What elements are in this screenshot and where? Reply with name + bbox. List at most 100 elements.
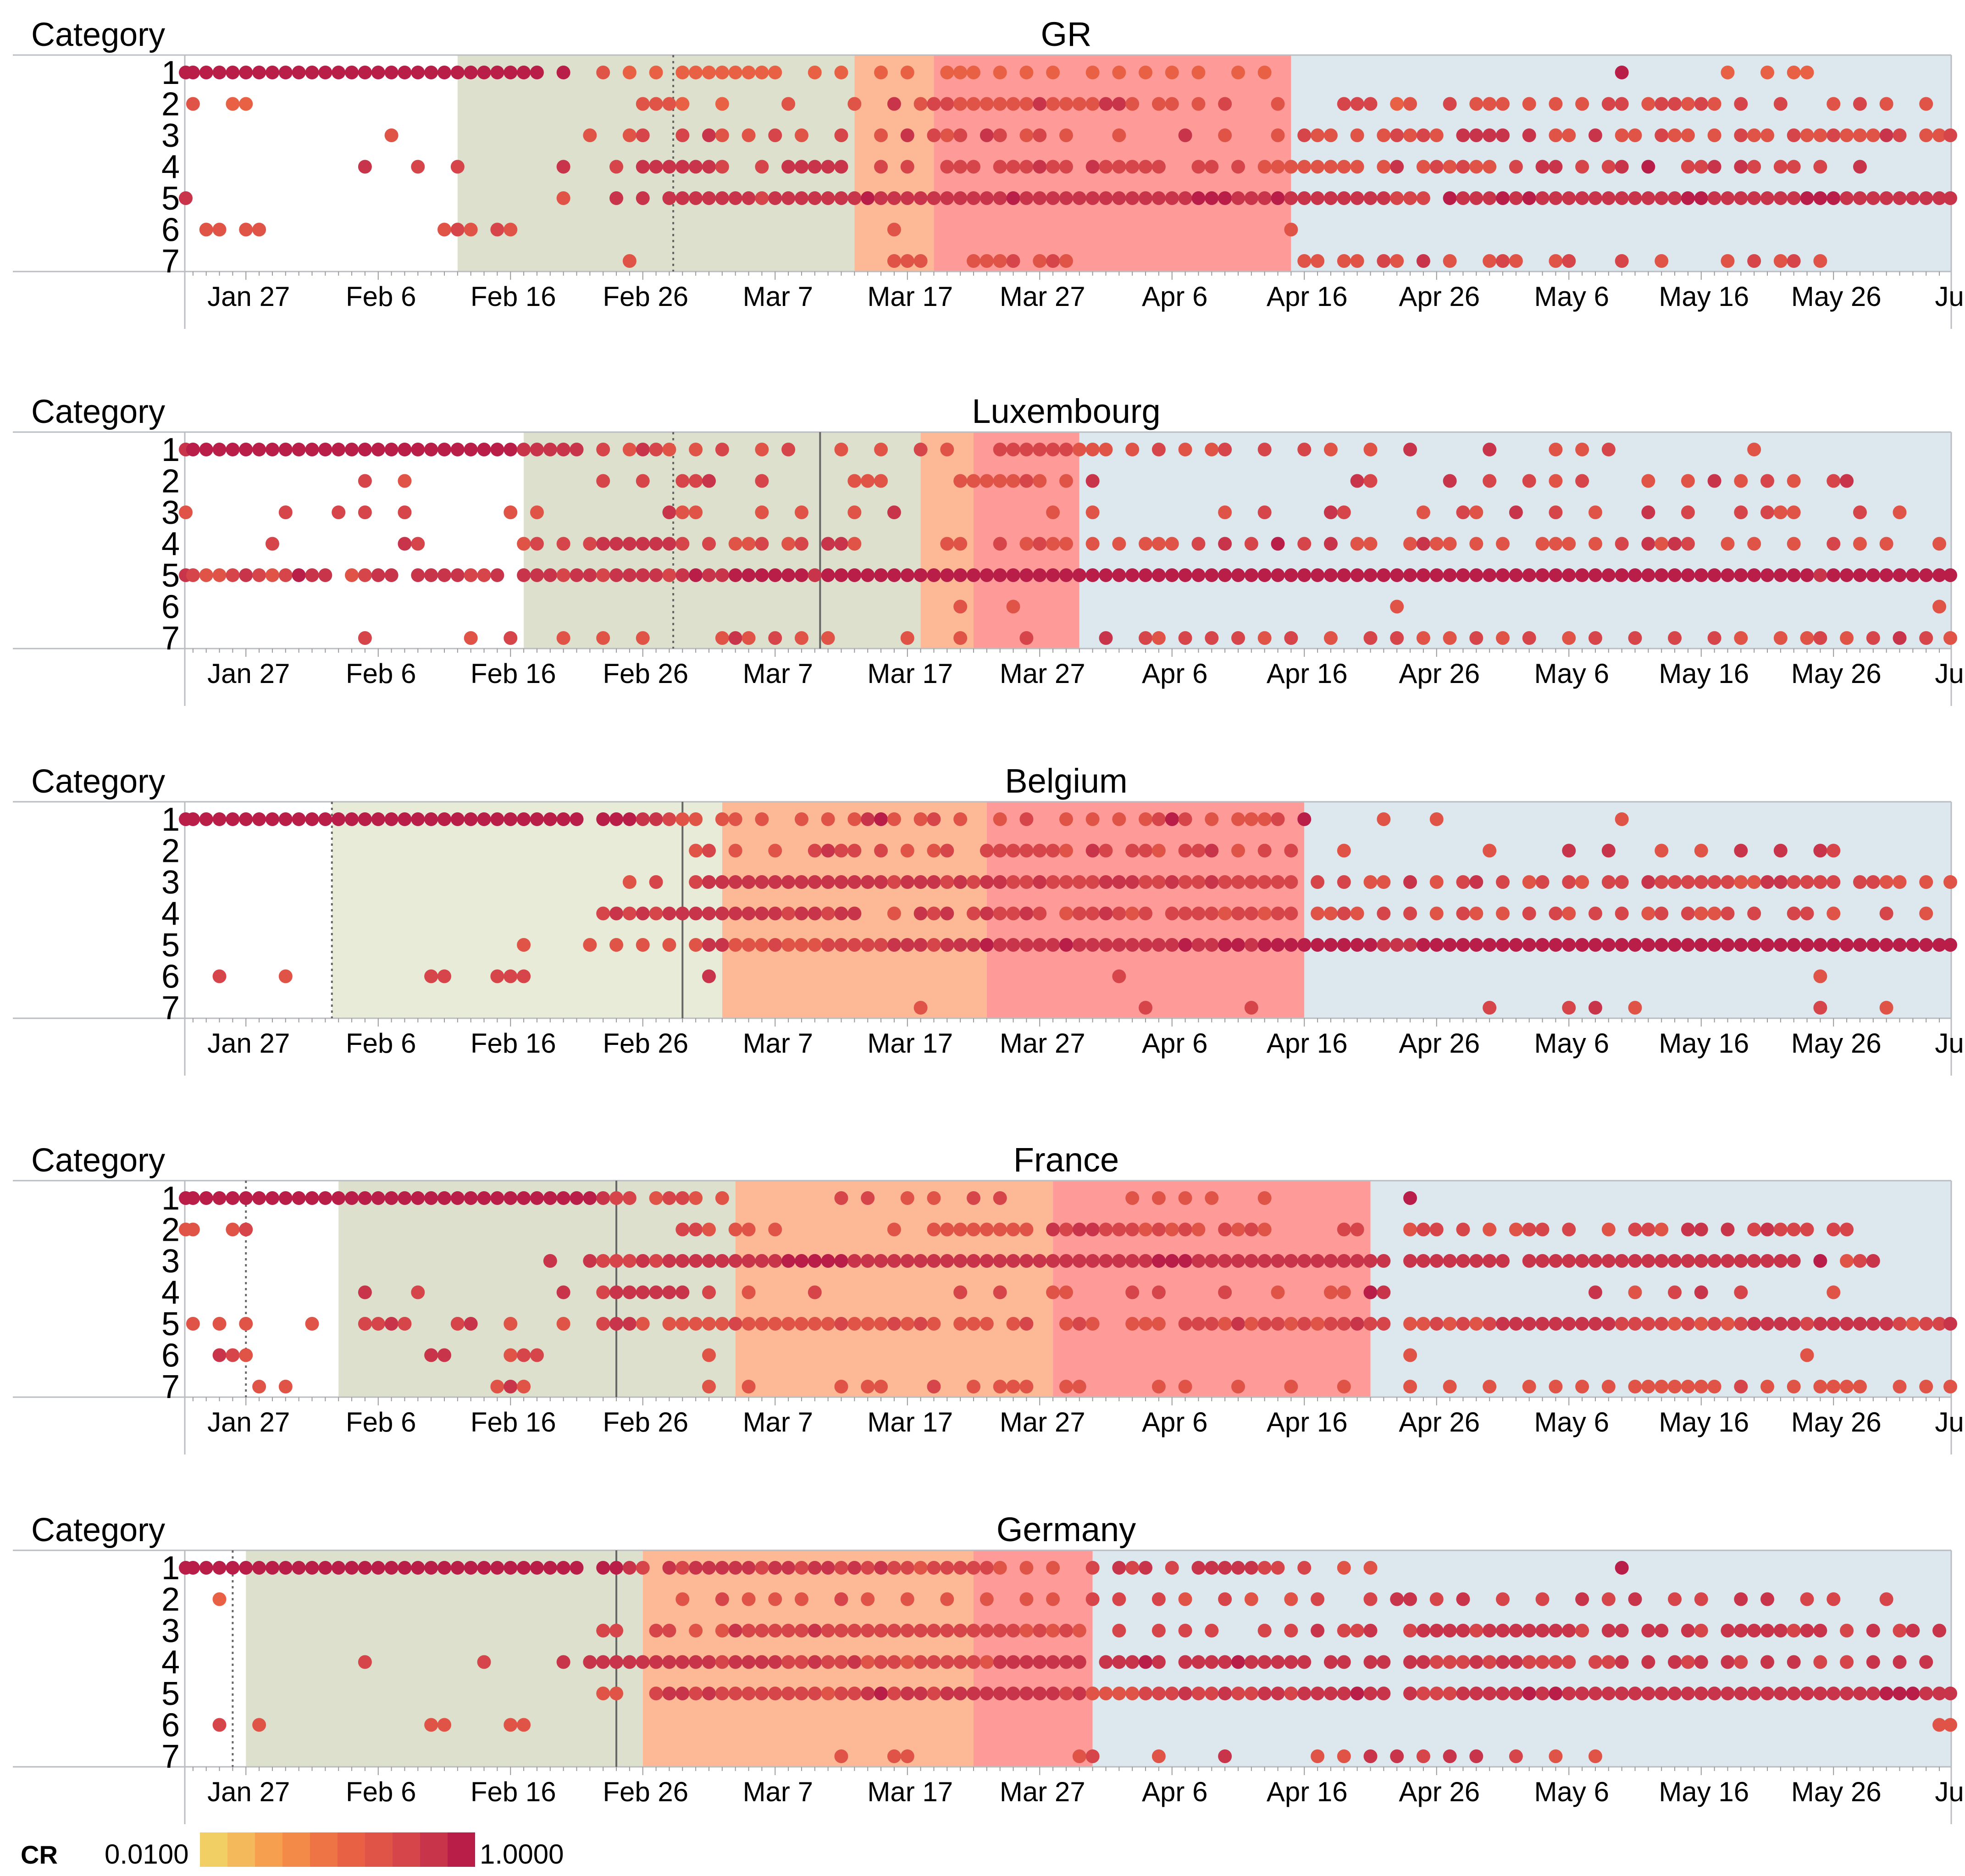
data-point	[649, 1191, 663, 1205]
data-point	[1827, 875, 1841, 889]
data-point	[742, 875, 756, 889]
data-point	[1840, 1317, 1854, 1331]
data-point	[1337, 191, 1351, 205]
data-point	[1337, 160, 1351, 174]
data-point	[1429, 128, 1444, 142]
data-point	[1429, 1687, 1444, 1700]
data-point	[1271, 160, 1285, 174]
data-point	[913, 254, 928, 268]
data-point	[980, 1655, 994, 1669]
data-point	[1800, 1592, 1814, 1606]
data-point	[1628, 1285, 1642, 1299]
data-point	[1747, 191, 1761, 205]
data-point	[1866, 191, 1880, 205]
data-point	[398, 474, 412, 488]
data-point	[1363, 631, 1378, 645]
data-point	[212, 222, 227, 237]
data-point	[1721, 254, 1735, 268]
colorbar-swatch	[227, 1832, 255, 1867]
data-point	[1377, 1687, 1391, 1700]
data-point	[861, 875, 875, 889]
data-point	[675, 1254, 690, 1268]
data-point	[808, 1624, 822, 1637]
data-point	[847, 1317, 862, 1331]
data-point	[675, 505, 690, 519]
data-point	[1244, 1592, 1258, 1606]
data-point	[411, 568, 425, 582]
data-point	[1721, 1254, 1735, 1268]
data-point	[1601, 191, 1616, 205]
data-point	[278, 443, 293, 456]
data-point	[1139, 1001, 1153, 1015]
data-point	[1284, 568, 1298, 582]
data-point	[993, 1380, 1007, 1393]
data-point	[318, 66, 332, 79]
data-point	[900, 128, 914, 142]
data-point	[622, 1317, 637, 1331]
data-point	[794, 875, 808, 889]
data-point	[953, 1285, 968, 1299]
category-label: 4	[161, 526, 180, 563]
data-point	[1311, 191, 1325, 205]
data-point	[1893, 568, 1907, 582]
data-point	[742, 66, 756, 79]
data-point	[1244, 812, 1258, 826]
data-point	[332, 505, 346, 519]
data-point	[477, 443, 491, 456]
data-point	[1178, 1624, 1192, 1637]
data-point	[913, 1317, 928, 1331]
data-point	[1337, 1254, 1351, 1268]
data-point	[1205, 1687, 1219, 1700]
x-tick-label: Feb 6	[346, 1028, 416, 1059]
category-label: 6	[161, 212, 180, 249]
category-label: 2	[161, 463, 180, 500]
data-point	[953, 1254, 968, 1268]
x-tick-label: Feb 26	[603, 1028, 688, 1059]
data-point	[583, 537, 597, 551]
data-point	[1535, 938, 1550, 952]
data-point	[861, 938, 875, 952]
x-tick-label: Apr 6	[1142, 1028, 1207, 1059]
data-point	[1787, 1687, 1801, 1700]
data-point	[424, 969, 438, 983]
data-point	[450, 1561, 465, 1575]
data-point	[1641, 1254, 1655, 1268]
data-point	[1721, 537, 1735, 551]
data-point	[1773, 97, 1788, 111]
data-point	[1244, 1222, 1258, 1237]
data-point	[1059, 1317, 1073, 1331]
data-point	[1099, 631, 1113, 645]
data-point	[1601, 1222, 1616, 1237]
data-point	[834, 938, 848, 952]
x-tick-label: Apr 26	[1399, 1407, 1480, 1438]
data-point	[1575, 938, 1589, 952]
data-point	[1244, 1561, 1258, 1575]
data-point	[808, 568, 822, 582]
category-label: 1	[161, 432, 180, 468]
data-point	[993, 537, 1007, 551]
data-point	[927, 128, 941, 142]
category-label: 6	[161, 1338, 180, 1374]
data-point	[1813, 1254, 1827, 1268]
data-point	[1099, 1655, 1113, 1669]
data-point	[358, 505, 372, 519]
data-point	[517, 1718, 531, 1732]
data-point	[1496, 191, 1510, 205]
data-point	[755, 1561, 769, 1575]
data-point	[993, 844, 1007, 858]
data-point	[252, 1718, 266, 1732]
data-point	[1509, 191, 1523, 205]
data-point	[1231, 844, 1245, 858]
data-point	[1191, 1222, 1206, 1237]
data-point	[980, 938, 994, 952]
data-point	[874, 128, 888, 142]
data-point	[596, 1624, 610, 1637]
data-point	[1297, 1687, 1312, 1700]
data-point	[662, 1561, 676, 1575]
data-point	[1787, 474, 1801, 488]
data-point	[1151, 631, 1166, 645]
data-point	[596, 631, 610, 645]
data-point	[1668, 1254, 1682, 1268]
data-point	[305, 1317, 319, 1331]
data-point	[464, 812, 478, 826]
